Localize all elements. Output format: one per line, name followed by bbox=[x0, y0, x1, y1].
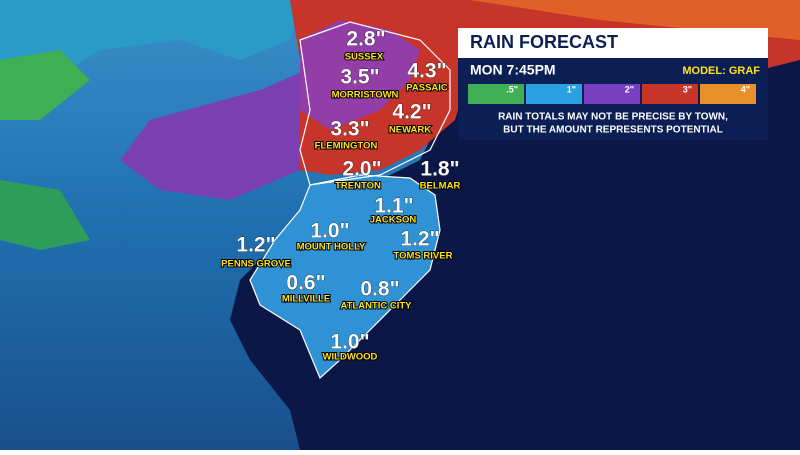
rain-band bbox=[0, 180, 90, 250]
title: RAIN FORECAST bbox=[470, 32, 618, 52]
rain-amount: 3.5" bbox=[340, 66, 379, 89]
model-name: MODEL: GRAF bbox=[682, 65, 760, 77]
rain-band bbox=[0, 0, 300, 100]
disclaimer: BUT THE AMOUNT REPRESENTS POTENTIAL bbox=[503, 125, 723, 136]
north-jersey bbox=[299, 21, 451, 186]
town-name: SUSSEX bbox=[345, 52, 384, 63]
rain-amount: 1.2" bbox=[400, 228, 439, 251]
town-name: JACKSON bbox=[370, 215, 417, 226]
legend-swatch bbox=[468, 84, 524, 104]
town-name: ATLANTIC CITY bbox=[340, 301, 412, 312]
south-jersey bbox=[249, 174, 441, 380]
town-name: TRENTON bbox=[335, 181, 381, 192]
legend-label: 2" bbox=[625, 84, 634, 94]
town-name: BELMAR bbox=[420, 181, 461, 192]
legend-swatch bbox=[526, 84, 582, 104]
rain-amount: 1.0" bbox=[330, 331, 369, 354]
rain-band bbox=[120, 60, 330, 200]
legend-label: .5" bbox=[506, 84, 518, 94]
legend-label: 4" bbox=[741, 84, 750, 94]
rain-amount: 2.0" bbox=[342, 158, 381, 181]
rain-amount: 1.8" bbox=[420, 158, 459, 181]
rain-amount: 4.2" bbox=[392, 101, 431, 124]
rain-amount: 4.3" bbox=[407, 60, 446, 83]
town-name: WILDWOOD bbox=[323, 352, 378, 363]
legend-label: 1" bbox=[567, 84, 576, 94]
rain-amount: 0.6" bbox=[286, 272, 325, 295]
town-name: MORRISTOWN bbox=[332, 90, 399, 101]
legend-label: 3" bbox=[683, 84, 692, 94]
legend-swatch bbox=[700, 84, 756, 104]
town-name: MILLVILLE bbox=[282, 294, 330, 305]
rain-amount: 1.2" bbox=[236, 234, 275, 257]
town-name: FLEMINGTON bbox=[315, 141, 378, 152]
rain-amount: 0.8" bbox=[360, 278, 399, 301]
rain-amount: 3.3" bbox=[330, 118, 369, 141]
legend-swatch bbox=[584, 84, 640, 104]
rain-band bbox=[0, 50, 90, 120]
town-labels: 2.8"SUSSEX 3.5"MORRISTOWN 4.3"PASSAIC 4.2"N… bbox=[220, 27, 461, 363]
town-name: MOUNT HOLLY bbox=[297, 242, 366, 253]
rain-band bbox=[300, 20, 420, 130]
legend: .5" 1" 2" 3" 4" bbox=[468, 84, 756, 104]
legend-swatch bbox=[642, 84, 698, 104]
forecast-time: MON 7:45PM bbox=[470, 62, 556, 78]
town-name: TOMS RIVER bbox=[394, 251, 453, 262]
town-name: NEWARK bbox=[389, 125, 431, 136]
rain-amount: 2.8" bbox=[346, 28, 385, 51]
title-bar bbox=[458, 28, 768, 58]
rain-amount: 1.1" bbox=[374, 195, 413, 218]
town-name: PASSAIC bbox=[406, 83, 448, 94]
town-name: PENNS GROVE bbox=[221, 259, 291, 270]
rain-amount: 1.0" bbox=[310, 220, 349, 243]
disclaimer: RAIN TOTALS MAY NOT BE PRECISE BY TOWN, bbox=[498, 112, 728, 123]
